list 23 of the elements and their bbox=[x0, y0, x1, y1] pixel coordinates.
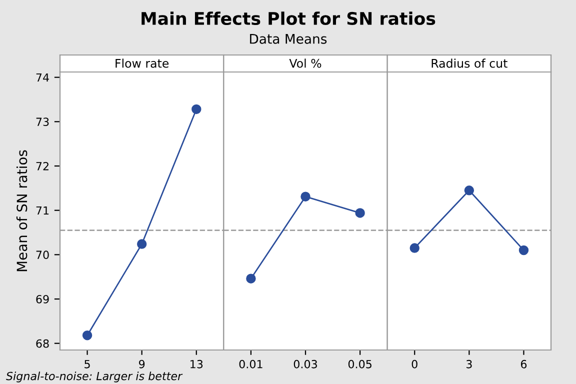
x-tick-label: 9 bbox=[139, 360, 145, 368]
x-tick-label: 5 bbox=[84, 360, 90, 368]
y-tick-label: 70 bbox=[36, 250, 49, 260]
x-axis-title: Flow rate bbox=[116, 58, 169, 68]
y-tick-label: 72 bbox=[36, 162, 48, 170]
y-tick-label: 71 bbox=[36, 206, 49, 215]
y-tick-label: 73 bbox=[36, 118, 49, 126]
y-tick-label: 68 bbox=[36, 339, 49, 348]
x-tick-label: 0.01 bbox=[239, 360, 262, 368]
x-tick-label: 0 bbox=[412, 360, 418, 368]
x-tick-label: 0.03 bbox=[294, 360, 317, 368]
text: Signal-to-noise: Larger is better bbox=[6, 372, 183, 382]
y-tick-label: 69 bbox=[36, 294, 49, 304]
x-tick-label: 0.05 bbox=[348, 360, 372, 368]
x-axis-title: Radius of cut bbox=[432, 58, 508, 68]
chart-subtitle: Data Means bbox=[250, 34, 327, 44]
y-axis-title: Mean of SN ratios bbox=[16, 150, 28, 272]
x-tick-label: 6 bbox=[520, 360, 527, 368]
x-tick-label: 13 bbox=[190, 360, 203, 368]
chart-title: Main Effects Plot for SN ratios bbox=[142, 12, 436, 26]
y-tick-label: 74 bbox=[36, 73, 49, 82]
x-axis-title: Vol % bbox=[289, 58, 322, 68]
x-tick-label: 3 bbox=[466, 360, 472, 368]
